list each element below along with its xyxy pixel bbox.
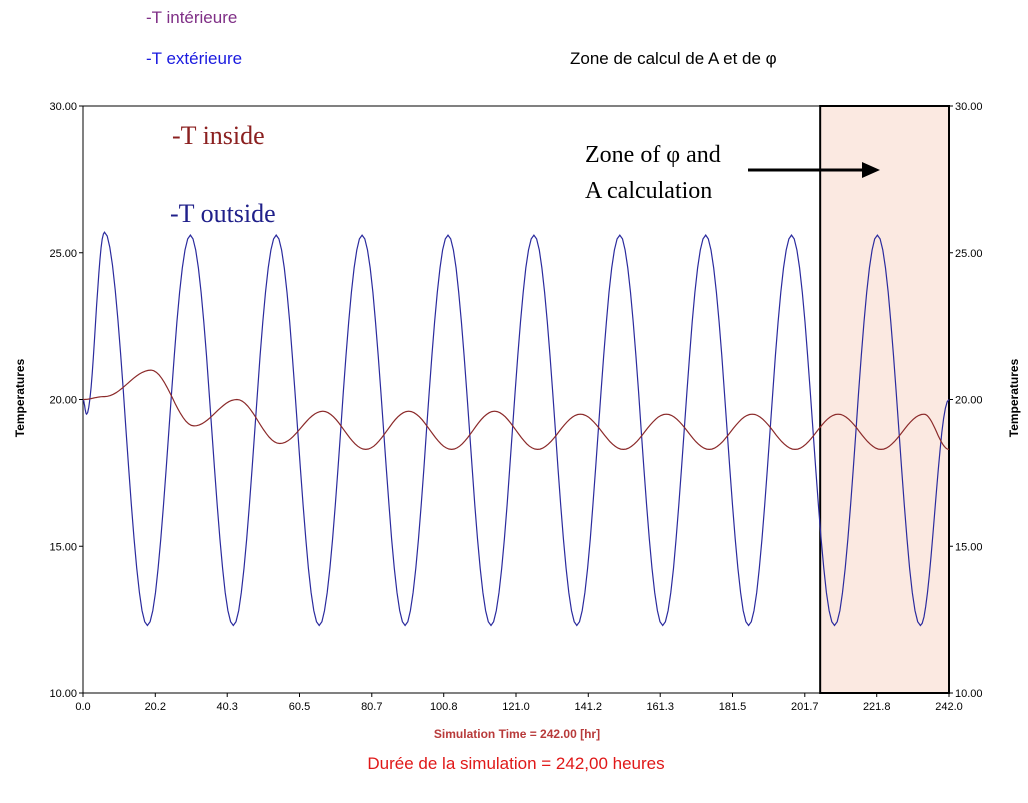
y-tick-label-right: 20.00 bbox=[955, 395, 983, 407]
x-tick-label: 181.5 bbox=[719, 701, 747, 713]
x-axis-title: Simulation Time = 242.00 [hr] bbox=[434, 727, 600, 741]
x-tick-label: 100.8 bbox=[430, 701, 458, 713]
y-tick-label-left: 15.00 bbox=[49, 541, 77, 553]
legend-inside-fr: -T intérieure bbox=[146, 8, 238, 27]
series-line-inside bbox=[83, 369, 950, 451]
series-layer bbox=[82, 231, 950, 627]
y-tick-label-left: 10.00 bbox=[49, 688, 77, 700]
legend-outside-fr: -T extérieure bbox=[146, 49, 243, 68]
x-tick-label: 0.0 bbox=[75, 701, 90, 713]
y-axis-left: 10.00 15.00 20.00 25.00 30.00 bbox=[49, 101, 83, 700]
annotation-inside: -T inside bbox=[172, 121, 265, 150]
y-tick-label-right: 15.00 bbox=[955, 541, 983, 553]
series-line-outside bbox=[82, 231, 950, 627]
zone-label-fr: Zone de calcul de A et de φ bbox=[570, 49, 777, 68]
plot-frame bbox=[82, 105, 950, 694]
x-tick-label: 201.7 bbox=[791, 701, 819, 713]
temperature-chart: 10.00 15.00 20.00 25.00 30.00 10.00 15.00 20.0… bbox=[13, 101, 1021, 741]
x-tick-label: 221.8 bbox=[863, 701, 891, 713]
y-tick-label-right: 30.00 bbox=[955, 101, 983, 113]
x-tick-label: 20.2 bbox=[145, 701, 166, 713]
calculation-zone bbox=[819, 105, 951, 694]
x-tick-label: 60.5 bbox=[289, 701, 310, 713]
x-tick-label: 141.2 bbox=[575, 701, 603, 713]
x-tick-label: 40.3 bbox=[217, 701, 238, 713]
x-tick-label: 80.7 bbox=[361, 701, 382, 713]
y-axis-title-right: Temperatures bbox=[1007, 358, 1021, 437]
y-tick-label-right: 10.00 bbox=[955, 688, 983, 700]
x-tick-label: 161.3 bbox=[646, 701, 674, 713]
y-axis-right: 10.00 15.00 20.00 25.00 30.00 bbox=[949, 101, 983, 700]
y-tick-label-left: 30.00 bbox=[49, 101, 77, 113]
simulation-duration-fr: Durée de la simulation = 242,00 heures bbox=[367, 754, 665, 773]
y-tick-label-left: 20.00 bbox=[49, 395, 77, 407]
y-axis-title-left: Temperatures bbox=[13, 358, 27, 437]
annotation-outside: -T outside bbox=[170, 199, 276, 228]
x-tick-label: 242.0 bbox=[935, 701, 963, 713]
x-axis: 0.0 20.2 40.3 60.5 80.7 100.8 121.0 141.2 161.3 1… bbox=[75, 693, 963, 713]
x-tick-label: 121.0 bbox=[502, 701, 530, 713]
y-tick-label-right: 25.00 bbox=[955, 248, 983, 260]
annotation-zone-line1: Zone of φ and bbox=[585, 142, 721, 168]
zone-arrow-head bbox=[862, 162, 880, 178]
y-tick-label-left: 25.00 bbox=[49, 248, 77, 260]
annotation-zone-line2: A calculation bbox=[585, 178, 712, 204]
